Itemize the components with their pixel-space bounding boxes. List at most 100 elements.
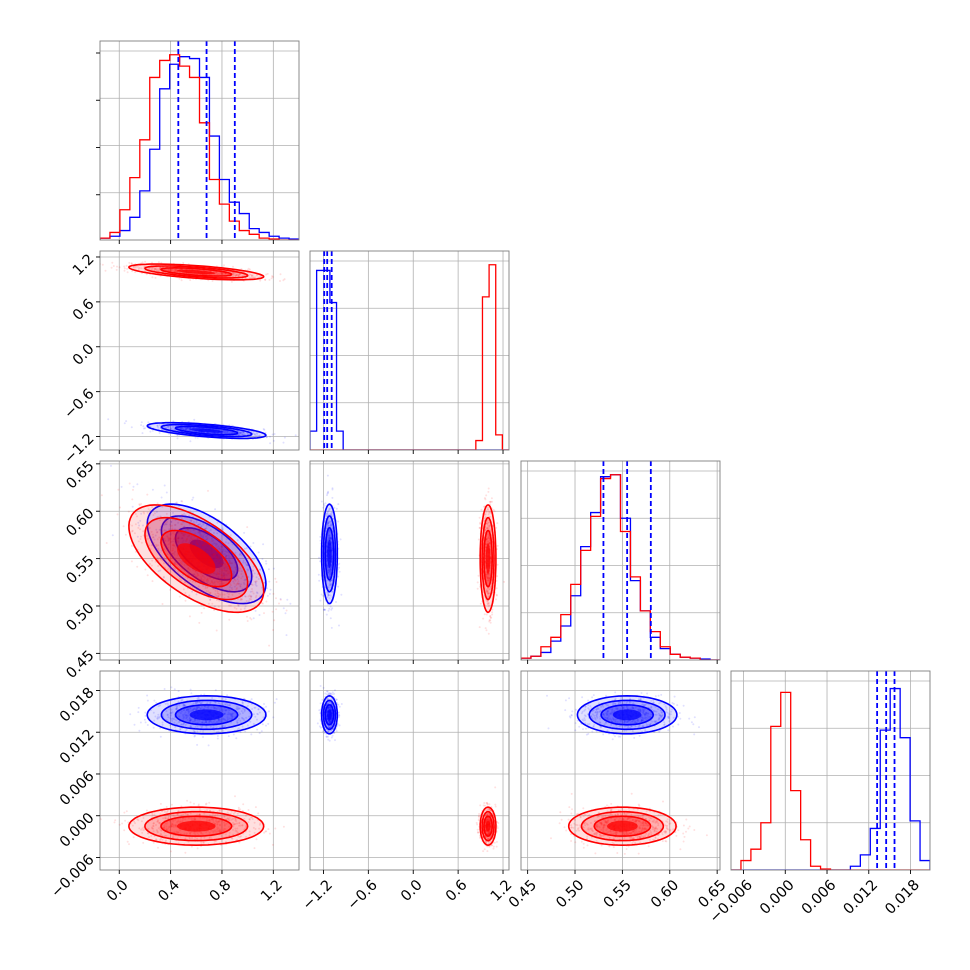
sample-point xyxy=(213,273,216,276)
sample-point xyxy=(180,563,183,565)
sample-point xyxy=(144,714,147,717)
sample-point xyxy=(203,707,206,710)
sample-point xyxy=(209,591,212,594)
sample-point xyxy=(225,579,228,582)
sample-point xyxy=(326,512,329,515)
sample-point xyxy=(181,567,184,570)
sample-point xyxy=(238,553,241,556)
sample-point xyxy=(220,720,223,723)
sample-point xyxy=(215,708,218,711)
sample-point xyxy=(172,544,175,547)
sample-point xyxy=(265,724,267,727)
sample-point xyxy=(166,535,169,538)
sample-point xyxy=(163,544,166,546)
sample-point xyxy=(329,584,332,586)
sample-point xyxy=(250,598,252,601)
sample-point xyxy=(208,814,211,817)
sample-point xyxy=(213,605,216,608)
sample-point xyxy=(224,588,227,591)
sample-point xyxy=(326,524,329,527)
sample-point xyxy=(208,550,211,553)
sample-point xyxy=(235,588,238,591)
sample-point xyxy=(167,543,170,546)
sample-point xyxy=(205,579,208,582)
panel-1-1 xyxy=(309,250,510,454)
sample-point xyxy=(143,718,146,721)
sample-point xyxy=(227,718,229,721)
sample-point xyxy=(236,569,239,572)
sample-point xyxy=(203,531,206,534)
sample-point xyxy=(130,426,133,429)
sample-point xyxy=(238,582,241,585)
sample-point xyxy=(205,830,208,833)
sample-point xyxy=(172,544,175,547)
sample-point xyxy=(486,602,489,605)
sample-point xyxy=(237,580,240,583)
sample-point xyxy=(188,717,191,720)
sample-point xyxy=(327,594,330,597)
sample-point xyxy=(170,520,173,523)
sample-point xyxy=(236,602,239,605)
sample-point xyxy=(172,426,174,428)
sample-point xyxy=(488,573,490,576)
sample-point xyxy=(220,574,223,577)
sample-point xyxy=(181,514,184,516)
sample-point xyxy=(183,713,186,716)
sample-point xyxy=(488,510,491,513)
sample-point xyxy=(228,560,231,563)
sample-point xyxy=(166,425,169,428)
sample-point xyxy=(153,719,156,722)
sample-point xyxy=(231,431,234,434)
sample-point xyxy=(194,571,197,573)
sample-point xyxy=(181,427,184,430)
sample-point xyxy=(217,572,220,575)
sample-point xyxy=(264,278,267,281)
sample-point xyxy=(250,618,253,621)
sample-point xyxy=(214,707,217,709)
sample-point xyxy=(153,512,156,515)
sample-point xyxy=(187,420,190,423)
sample-point xyxy=(183,703,185,706)
sample-point xyxy=(155,829,158,832)
sample-point xyxy=(246,568,249,571)
sample-point xyxy=(176,554,179,557)
sample-point xyxy=(132,454,134,456)
sample-point xyxy=(185,427,188,430)
sample-point xyxy=(250,274,253,277)
sample-point xyxy=(172,420,175,423)
sample-point xyxy=(215,546,218,549)
sample-point xyxy=(143,512,146,515)
sample-point xyxy=(328,533,331,536)
sample-point xyxy=(224,563,226,566)
sample-point xyxy=(282,279,285,282)
sample-point xyxy=(224,550,227,553)
sample-point xyxy=(132,488,134,491)
sample-point xyxy=(206,581,209,584)
sample-point xyxy=(165,710,168,713)
sample-point xyxy=(162,540,165,543)
sample-point xyxy=(173,533,176,536)
sample-point xyxy=(180,279,183,282)
sample-point xyxy=(202,575,205,578)
sample-point xyxy=(233,582,236,585)
sample-point xyxy=(248,818,251,821)
sample-point xyxy=(244,595,247,598)
sample-point xyxy=(228,704,231,707)
sample-point xyxy=(166,714,169,717)
sample-point xyxy=(195,708,198,711)
sample-point xyxy=(232,572,234,575)
sample-point xyxy=(134,822,136,825)
sample-point xyxy=(486,537,489,540)
sample-point xyxy=(218,547,221,550)
sample-point xyxy=(329,568,332,571)
sample-point xyxy=(236,574,239,577)
sample-point xyxy=(216,580,218,583)
sample-point xyxy=(230,540,232,543)
sample-point xyxy=(250,275,253,277)
sample-point xyxy=(137,819,140,822)
sample-point xyxy=(488,535,490,538)
sample-point xyxy=(155,268,158,271)
sample-point xyxy=(272,567,275,570)
sample-point xyxy=(153,538,156,541)
sample-point xyxy=(160,261,163,264)
